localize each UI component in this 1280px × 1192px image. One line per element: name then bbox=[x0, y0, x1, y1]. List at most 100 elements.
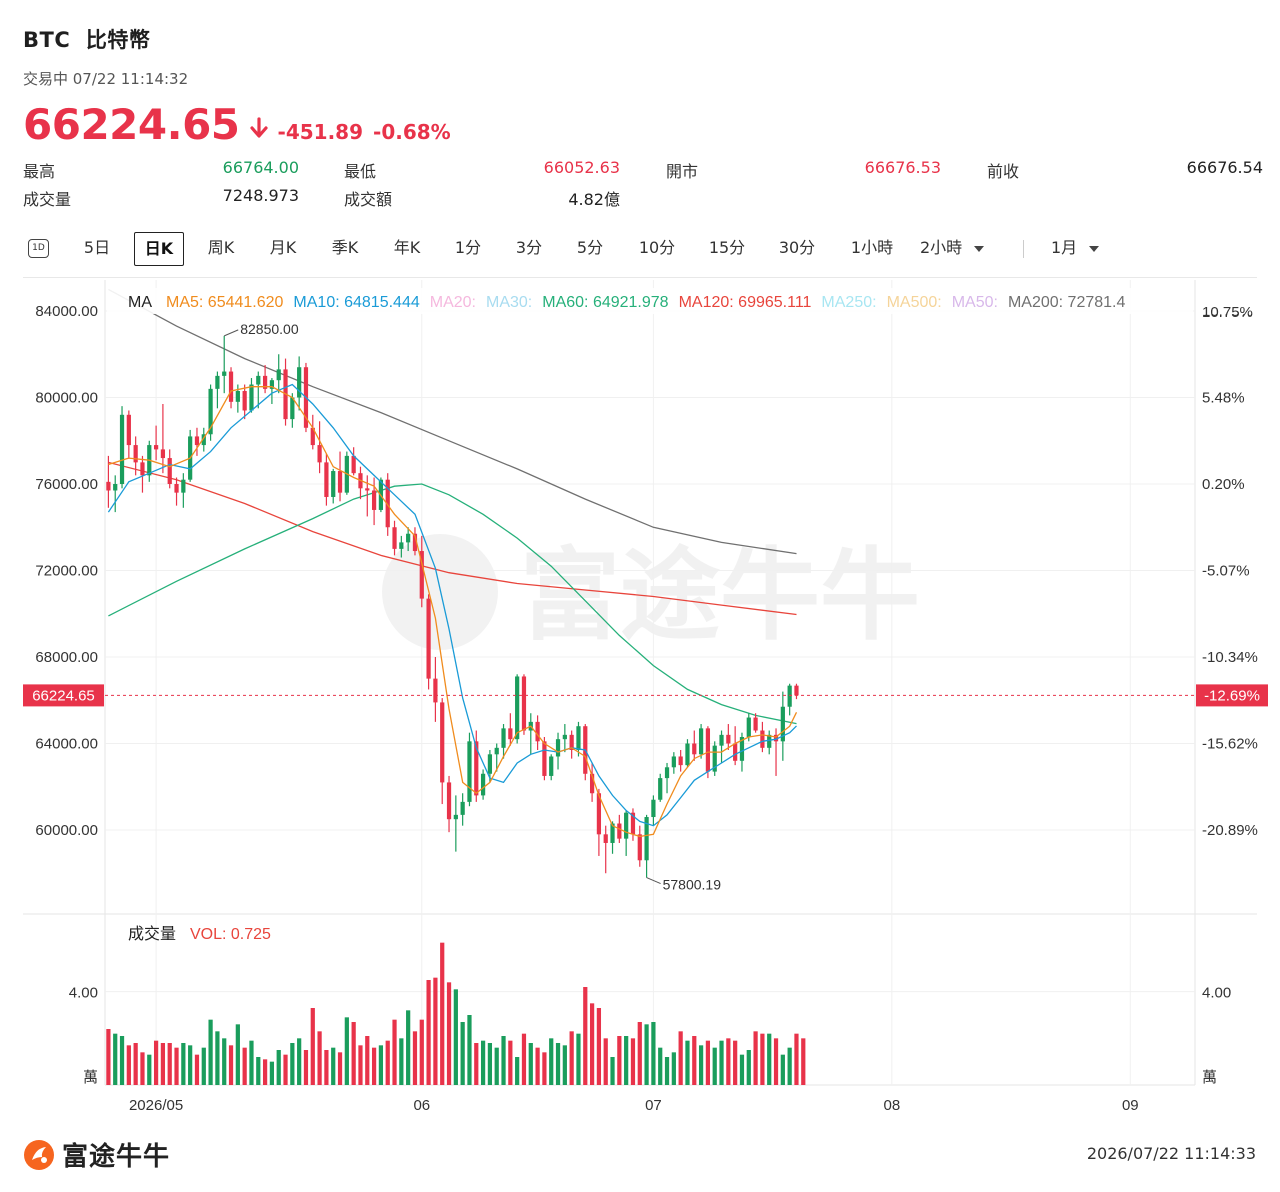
ma-legend-item: MA50: bbox=[952, 294, 998, 311]
price-change-percent: -0.68% bbox=[373, 120, 451, 144]
candle bbox=[521, 674, 527, 735]
candle-body bbox=[446, 782, 452, 820]
candle bbox=[739, 732, 745, 772]
volume-bar bbox=[698, 1045, 704, 1085]
ma-legend-item: MA30: bbox=[486, 294, 532, 311]
candle bbox=[215, 371, 220, 409]
candle bbox=[419, 535, 424, 608]
volume-bar bbox=[276, 1050, 281, 1085]
tab-15min[interactable]: 15分 bbox=[708, 238, 746, 257]
current-price-tag: 66224.65 bbox=[32, 687, 95, 704]
candle bbox=[140, 455, 145, 493]
volume-bar bbox=[194, 1054, 200, 1085]
tab-daily-k[interactable]: 日K bbox=[134, 232, 184, 266]
candle bbox=[474, 730, 479, 802]
volume-bar bbox=[351, 1022, 356, 1085]
price-change: -451.89 bbox=[277, 120, 364, 144]
candle-body bbox=[515, 676, 520, 740]
tab-1hour[interactable]: 1小時 bbox=[850, 238, 894, 257]
candle bbox=[698, 724, 704, 759]
candle-body bbox=[365, 488, 370, 491]
volume-bar bbox=[133, 1043, 138, 1085]
tab-monthly-k[interactable]: 月K bbox=[269, 238, 297, 257]
candle-body bbox=[651, 799, 656, 818]
volume-bar bbox=[174, 1047, 179, 1085]
candle bbox=[589, 762, 595, 802]
volume-bar bbox=[746, 1050, 751, 1085]
candle-body bbox=[228, 371, 234, 402]
volume-bar bbox=[760, 1033, 765, 1085]
candle-body bbox=[562, 734, 567, 740]
tab-yearly-k[interactable]: 年K bbox=[393, 238, 421, 257]
tab-3min[interactable]: 3分 bbox=[515, 238, 543, 257]
tab-weekly-k[interactable]: 周K bbox=[207, 238, 235, 257]
volume-bar bbox=[358, 1045, 363, 1085]
volume-bar bbox=[460, 1022, 465, 1085]
candle-body bbox=[780, 706, 785, 742]
volume-bar bbox=[719, 1040, 724, 1085]
volume-bar bbox=[685, 1040, 690, 1085]
volume-bar bbox=[726, 1038, 731, 1085]
tab-10min[interactable]: 10分 bbox=[638, 238, 676, 257]
candle bbox=[392, 520, 397, 556]
volume-bar bbox=[589, 1003, 595, 1085]
volume-bar bbox=[344, 1017, 349, 1085]
volume-bar bbox=[126, 1045, 131, 1085]
watermark: 富途牛牛 bbox=[382, 534, 920, 654]
futu-logo-icon bbox=[24, 1139, 54, 1170]
tab-5d[interactable]: 5日 bbox=[83, 238, 111, 257]
candle bbox=[780, 691, 785, 761]
candle bbox=[494, 743, 499, 772]
tab-2hour-dropdown[interactable]: 2小時 bbox=[920, 232, 1000, 266]
candle bbox=[249, 378, 254, 413]
tabs-divider-line bbox=[23, 277, 1257, 278]
candle bbox=[317, 421, 322, 474]
candle bbox=[222, 335, 227, 394]
candle bbox=[371, 477, 377, 526]
volume-bar bbox=[188, 1045, 193, 1085]
candle bbox=[269, 378, 275, 404]
candle-body bbox=[480, 773, 486, 796]
candle bbox=[501, 724, 506, 759]
candle bbox=[678, 749, 683, 772]
candle bbox=[671, 752, 676, 774]
candle-body bbox=[133, 445, 138, 463]
tab-quarterly-k[interactable]: 季K bbox=[331, 238, 359, 257]
candle-body bbox=[181, 479, 186, 493]
candle bbox=[630, 808, 636, 841]
ma-legend-item: MA20: bbox=[430, 294, 476, 311]
candle bbox=[760, 721, 765, 753]
candle-body bbox=[637, 834, 642, 861]
pct-tick-label: -5.07% bbox=[1202, 563, 1250, 580]
period-calendar-icon[interactable]: 1D bbox=[28, 239, 49, 258]
candle-body bbox=[487, 754, 493, 774]
candle-body bbox=[201, 434, 206, 446]
tab-1min[interactable]: 1分 bbox=[454, 238, 482, 257]
volume-bar bbox=[664, 1057, 670, 1085]
candle-body bbox=[733, 743, 738, 761]
candle bbox=[208, 384, 213, 441]
brand-name: 富途牛牛 bbox=[62, 1142, 171, 1172]
candle-body bbox=[467, 741, 472, 802]
tab-5min[interactable]: 5分 bbox=[576, 238, 604, 257]
low-value: 66052.63 bbox=[543, 158, 620, 177]
tab-30min[interactable]: 30分 bbox=[778, 238, 816, 257]
candle bbox=[576, 721, 581, 757]
volume-bar bbox=[371, 1047, 377, 1085]
volume-bar bbox=[658, 1047, 663, 1085]
high-label: 最高 bbox=[23, 162, 56, 181]
candle bbox=[794, 683, 799, 700]
volume-bar bbox=[310, 1008, 315, 1085]
tab-1month-dropdown[interactable]: 1月 bbox=[1051, 232, 1111, 266]
volume-bar bbox=[624, 1036, 629, 1085]
candle-body bbox=[235, 391, 240, 402]
volume-bar bbox=[167, 1043, 172, 1085]
candle-body bbox=[256, 375, 261, 385]
ma10-line bbox=[107, 383, 797, 827]
y-tick-label: 76000.00 bbox=[35, 476, 98, 493]
candle-body bbox=[685, 743, 690, 766]
candle bbox=[658, 773, 663, 802]
prev-close-label: 前收 bbox=[987, 162, 1020, 181]
volume-bar bbox=[446, 982, 452, 1085]
